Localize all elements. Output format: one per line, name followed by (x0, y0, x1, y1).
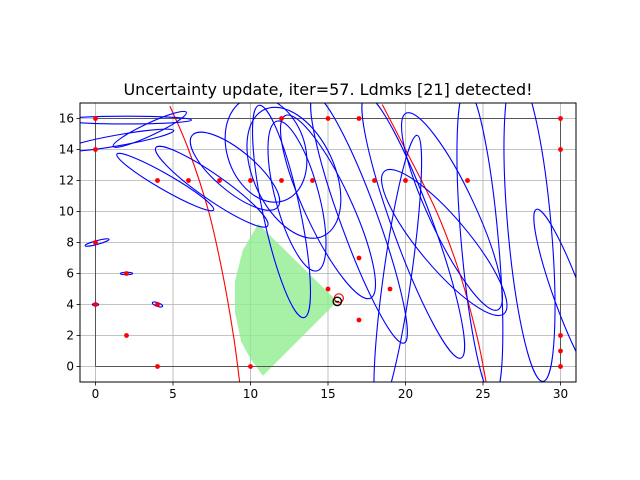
x-tick-label: 15 (320, 387, 335, 401)
x-tick-label: 0 (92, 387, 100, 401)
uncertainty-ellipse (80, 115, 193, 125)
landmark-point (310, 178, 315, 183)
uncertainty-ellipse (154, 145, 269, 228)
y-tick-label: 14 (59, 143, 74, 157)
plot-content (80, 103, 576, 382)
landmark-point (465, 178, 470, 183)
landmark-point (217, 178, 222, 183)
x-tick-label: 10 (243, 387, 258, 401)
x-tick-label: 20 (398, 387, 413, 401)
y-tick-label: 10 (59, 205, 74, 219)
landmark-point (558, 348, 563, 354)
uncertainty-ellipse (400, 112, 504, 311)
uncertainty-ellipse (224, 103, 308, 203)
uncertainty-ellipse (80, 128, 175, 152)
landmark-point (93, 116, 98, 121)
landmark-point (248, 178, 253, 183)
uncertainty-ellipse (279, 114, 377, 300)
landmark-point (279, 116, 284, 121)
x-tick-label: 25 (475, 387, 490, 401)
uncertainty-ellipse (533, 208, 576, 382)
landmark-point (124, 271, 129, 276)
landmark-point (248, 364, 253, 369)
landmark-point (372, 178, 377, 183)
y-tick-label: 8 (66, 236, 74, 250)
y-tick-label: 16 (59, 112, 74, 126)
landmark-point (558, 147, 563, 152)
landmark-point (325, 286, 331, 292)
x-tick-label: 5 (169, 387, 177, 401)
uncertainty-ellipse (246, 106, 342, 239)
landmark-point (356, 116, 362, 121)
landmark-point (124, 333, 129, 338)
y-tick-label: 12 (59, 174, 74, 188)
landmark-point (558, 116, 563, 121)
uncertainty-ellipse (310, 103, 408, 344)
uncertainty-ellipse (456, 103, 504, 382)
landmark-point (325, 116, 331, 121)
landmark-point (387, 286, 393, 292)
field-of-view-area (235, 223, 338, 376)
uncertainty-ellipse (116, 152, 215, 212)
grid-lines (80, 103, 576, 382)
trajectory-arc (169, 105, 241, 382)
uncertainty-ellipse (112, 110, 187, 148)
landmark-point (93, 240, 98, 245)
y-tick-label: 4 (66, 298, 74, 312)
uncertainty-ellipse (361, 103, 466, 359)
uncertainty-ellipse (267, 120, 327, 272)
landmark-point (93, 147, 98, 152)
uncertainty-ellipse (503, 103, 556, 382)
landmark-point (155, 302, 160, 307)
landmark-point (155, 178, 160, 183)
uncertainty-ellipse (380, 168, 508, 317)
landmark-point (279, 178, 284, 183)
y-tick-label: 6 (66, 267, 74, 281)
landmark-point (558, 364, 563, 369)
x-tick-label: 30 (553, 387, 568, 401)
uncertainty-ellipse (373, 134, 423, 382)
landmark-point (403, 178, 408, 183)
chart-title: Uncertainty update, iter=57. Ldmks [21] … (123, 80, 532, 99)
y-tick-label: 0 (66, 360, 74, 374)
y-tick-label: 2 (66, 329, 74, 343)
landmark-point (186, 178, 191, 183)
axis-ticks: 0 5 10 15 20 25 30 0 2 4 6 8 10 12 14 16 (59, 112, 568, 401)
landmark-point (356, 317, 362, 323)
uncertainty-ellipse (251, 104, 312, 319)
robot-marker (332, 296, 343, 307)
landmark-point (155, 364, 160, 369)
landmark-point (558, 333, 563, 338)
landmark-point (356, 255, 362, 261)
landmark-point (93, 302, 98, 307)
